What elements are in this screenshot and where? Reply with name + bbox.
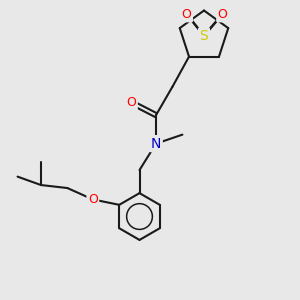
Text: N: N (151, 136, 161, 151)
Text: O: O (88, 193, 98, 206)
Text: O: O (127, 96, 136, 109)
Text: O: O (182, 8, 191, 21)
Text: S: S (200, 29, 208, 43)
Text: O: O (218, 8, 227, 21)
